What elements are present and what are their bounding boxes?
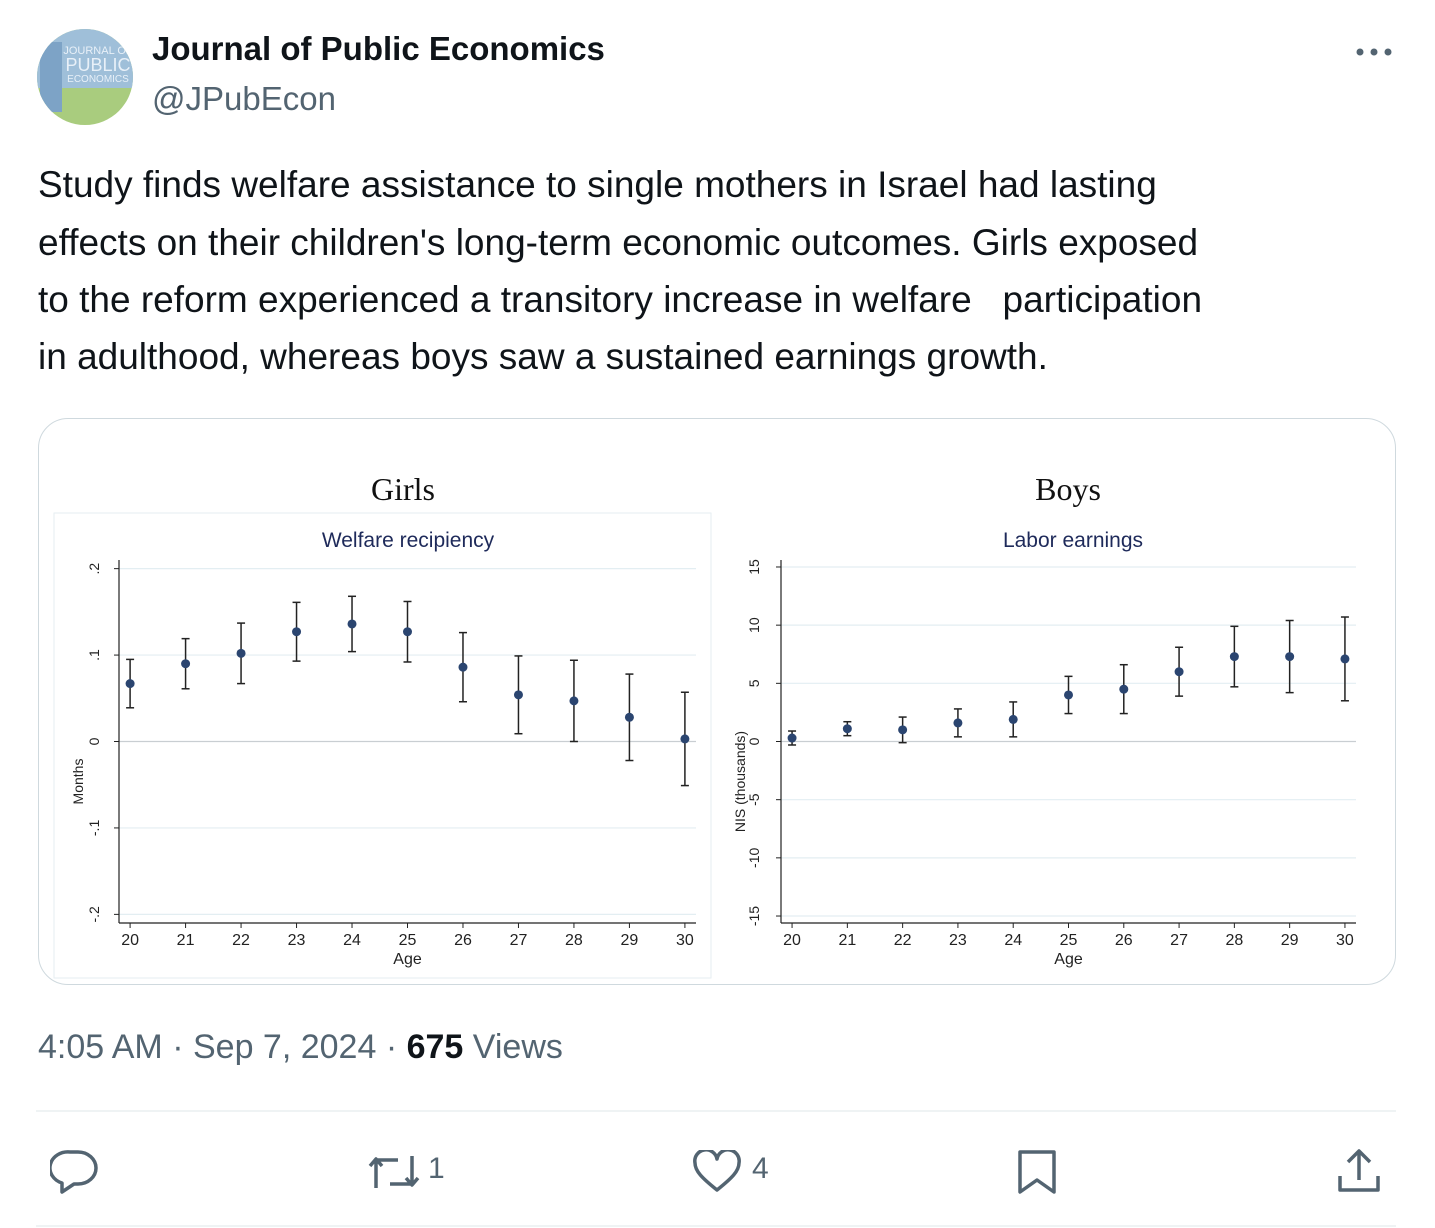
- divider: [36, 1225, 1396, 1227]
- x-tick-label: 26: [454, 932, 472, 949]
- separator: ·: [172, 1028, 184, 1066]
- point: [236, 648, 246, 658]
- y-tick-label: .2: [86, 563, 102, 575]
- avatar[interactable]: JOURNAL OF PUBLIC ECONOMICS: [36, 28, 134, 126]
- views-label: Views: [472, 1028, 563, 1066]
- y-tick-label: 0: [746, 737, 762, 745]
- author-name[interactable]: Journal of Public Economics: [152, 30, 605, 67]
- divider: [36, 1110, 1396, 1112]
- point: [514, 690, 524, 700]
- tweet-meta: 4:05 AM · Sep 7, 2024 · 675 Views: [38, 1028, 563, 1067]
- y-tick-label: 0: [86, 737, 102, 745]
- chart-title: Girls: [371, 471, 435, 507]
- reply-button[interactable]: [50, 1148, 98, 1196]
- y-tick-label: 15: [746, 559, 762, 575]
- share-button[interactable]: [1336, 1148, 1382, 1194]
- y-tick-label: -5: [746, 793, 762, 806]
- x-tick-label: 24: [343, 932, 361, 949]
- y-tick-label: -.2: [86, 906, 102, 923]
- x-tick-label: 29: [1281, 932, 1299, 949]
- retweet-button[interactable]: [366, 1150, 422, 1194]
- retweet-count: 1: [428, 1152, 445, 1185]
- x-tick-label: 28: [565, 932, 583, 949]
- x-tick-label: 23: [288, 932, 306, 949]
- date[interactable]: Sep 7, 2024: [192, 1028, 377, 1066]
- x-tick-label: 22: [232, 932, 250, 949]
- point: [1119, 684, 1129, 694]
- point: [680, 734, 690, 744]
- time: 4:05 AM: [38, 1028, 163, 1066]
- x-tick-label: 22: [894, 932, 912, 949]
- point: [403, 627, 413, 637]
- point: [625, 712, 635, 722]
- y-tick-label: -15: [746, 906, 762, 926]
- avatar-text: JOURNAL OF: [63, 45, 133, 57]
- y-tick-label: 5: [746, 679, 762, 687]
- chart-title: Boys: [1035, 471, 1101, 507]
- avatar-text: ECONOMICS: [67, 74, 129, 85]
- x-tick-label: 28: [1226, 932, 1244, 949]
- tweet-text: effects on their children's long-term ec…: [38, 222, 1199, 263]
- avatar-text: PUBLIC: [65, 55, 130, 75]
- author-handle[interactable]: @JPubEcon: [152, 80, 336, 117]
- point: [1064, 690, 1074, 700]
- charts: Girls Welfare recipiency -.2 -.1 0 .1 .2 20 21 22…: [53, 471, 1357, 979]
- point: [898, 725, 908, 735]
- x-tick-label: 30: [676, 932, 694, 949]
- point: [569, 696, 579, 706]
- x-tick-label: 21: [177, 932, 195, 949]
- x-tick-label: 26: [1115, 932, 1133, 949]
- chart: Boys Labor earnings -15 -10 -5 0 5 10 15 20 21 22 23…: [732, 471, 1357, 968]
- like-button[interactable]: [692, 1150, 742, 1194]
- x-tick-label: 30: [1336, 932, 1354, 949]
- point: [953, 718, 963, 728]
- point: [1174, 667, 1184, 677]
- point: [787, 733, 797, 743]
- x-tick-label: 21: [839, 932, 857, 949]
- chart-subtitle: Labor earnings: [1003, 529, 1143, 552]
- bookmark-button[interactable]: [1016, 1148, 1058, 1196]
- x-tick-label: 27: [510, 932, 528, 949]
- point: [181, 659, 191, 669]
- y-tick-label: -10: [746, 848, 762, 868]
- chart: Girls Welfare recipiency -.2 -.1 0 .1 .2 20 21 22…: [53, 471, 712, 979]
- views-count: 675: [406, 1028, 464, 1066]
- x-tick-label: 29: [621, 932, 639, 949]
- point: [125, 679, 135, 689]
- x-axis-label: Age: [1054, 951, 1083, 968]
- x-tick-label: 23: [949, 932, 967, 949]
- y-tick-label: .1: [86, 649, 102, 661]
- point: [1340, 654, 1350, 664]
- x-tick-label: 20: [121, 932, 139, 949]
- y-tick-label: 10: [746, 617, 762, 633]
- point: [292, 627, 302, 637]
- point: [1008, 714, 1018, 724]
- point: [458, 662, 468, 672]
- point: [1285, 652, 1295, 662]
- x-tick-label: 25: [399, 932, 417, 949]
- tweet-text: to the reform experienced a transitory i…: [38, 279, 1203, 320]
- tweet-text: Study finds welfare assistance to single…: [38, 164, 1157, 205]
- x-tick-label: 20: [783, 932, 801, 949]
- tweet-text: in adulthood, whereas boys saw a sustain…: [38, 336, 1048, 377]
- x-tick-label: 24: [1004, 932, 1022, 949]
- more-menu[interactable]: [1355, 42, 1395, 62]
- x-axis-label: Age: [393, 951, 422, 968]
- y-axis-label: NIS (thousands): [732, 731, 748, 832]
- point: [347, 619, 357, 629]
- y-axis-label: Months: [70, 759, 86, 805]
- point: [843, 724, 853, 734]
- y-tick-label: -.1: [86, 820, 102, 837]
- like-count: 4: [752, 1152, 769, 1185]
- point: [1230, 652, 1240, 662]
- chart-subtitle: Welfare recipiency: [322, 529, 495, 552]
- separator: ·: [385, 1028, 398, 1066]
- plot-frame: [53, 512, 712, 979]
- media-card[interactable]: Girls Welfare recipiency -.2 -.1 0 .1 .2 20 21 22…: [38, 418, 1396, 985]
- x-tick-label: 27: [1170, 932, 1188, 949]
- x-tick-label: 25: [1060, 932, 1078, 949]
